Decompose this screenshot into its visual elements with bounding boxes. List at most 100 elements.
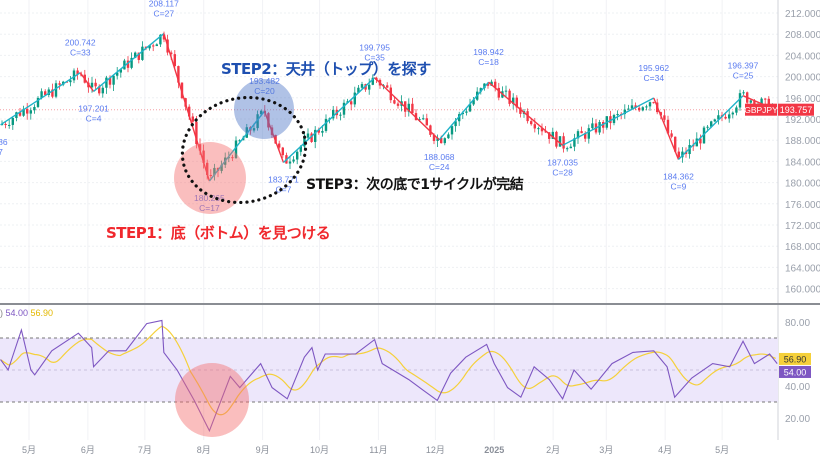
candle-body [468, 104, 472, 112]
candle-body [256, 114, 259, 129]
pivot-count-label: C=17 [199, 203, 220, 213]
candle-body [191, 116, 194, 122]
pivot-price-label: 200.742 [65, 38, 96, 48]
time-axis-tick: 8月 [197, 445, 211, 455]
candle-body [393, 100, 396, 104]
pivot-price-label: 198.942 [473, 47, 504, 57]
price-axis-tick: 196.000 [785, 94, 820, 105]
last-price-badge [778, 103, 814, 116]
zigzag-segment [438, 81, 490, 141]
candle-body [458, 114, 461, 122]
candle-body [36, 97, 40, 107]
time-axis-tick: 12月 [426, 445, 445, 455]
candle-body [731, 112, 734, 115]
candle-body [566, 148, 569, 150]
candle-body [515, 97, 518, 108]
candle-body [695, 138, 698, 147]
time-axis-tick: 6月 [81, 445, 95, 455]
candle-body [134, 52, 137, 58]
candle-body [598, 122, 601, 133]
zigzag-segment [488, 81, 564, 146]
pivot-count-label: C=4 [86, 113, 102, 123]
rsi-legend-value: ) [0, 308, 6, 318]
candle-body [749, 100, 752, 103]
candle-body [112, 75, 115, 85]
candle-body [342, 102, 346, 115]
time-axis-tick: 7月 [138, 445, 152, 455]
candle-body [368, 84, 371, 90]
candle-body [51, 89, 54, 97]
rsi-axis-tick: 40.00 [785, 382, 810, 393]
candle-body [119, 69, 122, 73]
candle-body [292, 159, 295, 162]
candle-body [728, 114, 731, 119]
candle-body [486, 83, 490, 86]
candle-body [170, 52, 173, 55]
pivot-count-label: C=27 [154, 9, 175, 19]
candle-body [288, 161, 292, 164]
candle-body [260, 110, 263, 115]
candle-body [461, 112, 464, 115]
rsi-ma-badge [779, 352, 811, 365]
pivot-price-label: 199.795 [359, 43, 390, 53]
candle-body [11, 118, 14, 125]
price-axis-tick: 200.000 [785, 73, 820, 84]
rsi-axis-tick: 80.00 [785, 318, 810, 329]
candle-body [321, 130, 324, 133]
candle-body [623, 109, 626, 115]
candle-body [18, 112, 22, 116]
cycle-dotted-ellipse [180, 95, 308, 205]
candle-body [98, 86, 101, 94]
candle-body [519, 107, 522, 114]
candle-body [130, 57, 133, 68]
time-axis-tick: 2025 [484, 445, 504, 455]
candle-body [576, 131, 580, 139]
time-axis-tick: 2月 [546, 445, 560, 455]
candle-body [69, 80, 72, 83]
last-price-label: 193.757 [780, 105, 813, 115]
candle-body [238, 140, 241, 142]
symbol-label: GBPJPY [744, 105, 778, 115]
candle-body [26, 108, 29, 114]
time-axis-tick: 5月 [22, 445, 36, 455]
candle-body [440, 137, 443, 144]
candle-body [537, 128, 540, 130]
candle-body [54, 83, 58, 97]
candle-body [702, 127, 706, 144]
zigzag-segment [163, 33, 211, 182]
candle-body [209, 175, 212, 177]
candle-body [533, 124, 536, 129]
candle-body [627, 108, 630, 110]
candle-body [123, 60, 126, 70]
candle-body [713, 119, 716, 122]
pivot-count-label: C=7 [276, 184, 292, 194]
candle-body [645, 106, 648, 108]
candle-body [155, 44, 158, 47]
candle-body [681, 151, 684, 158]
candle-body [569, 146, 572, 149]
candle-body [101, 87, 104, 94]
zigzag-segment [263, 110, 285, 163]
candle-body [512, 97, 515, 104]
candle-body [396, 103, 400, 106]
candle-body [29, 110, 32, 114]
candle-body [551, 131, 554, 139]
candle-body [508, 90, 511, 104]
candle-body [148, 45, 151, 49]
candle-body [634, 105, 637, 108]
step1-annotation: STEP1：底（ボトム）を見つける [106, 224, 331, 242]
candle-body [306, 133, 310, 138]
candle-body [162, 34, 166, 40]
candle-body [324, 118, 328, 131]
zigzag-segment [282, 77, 376, 163]
zigzag-segment [562, 97, 655, 146]
candle-body [497, 87, 500, 98]
candle-body [353, 92, 356, 105]
candle-body [706, 126, 709, 128]
candle-body [641, 107, 644, 111]
rsi-badge-label: 54.00 [784, 367, 807, 377]
price-axis-tick: 212.000 [785, 9, 820, 20]
zigzag-segment [79, 72, 95, 92]
